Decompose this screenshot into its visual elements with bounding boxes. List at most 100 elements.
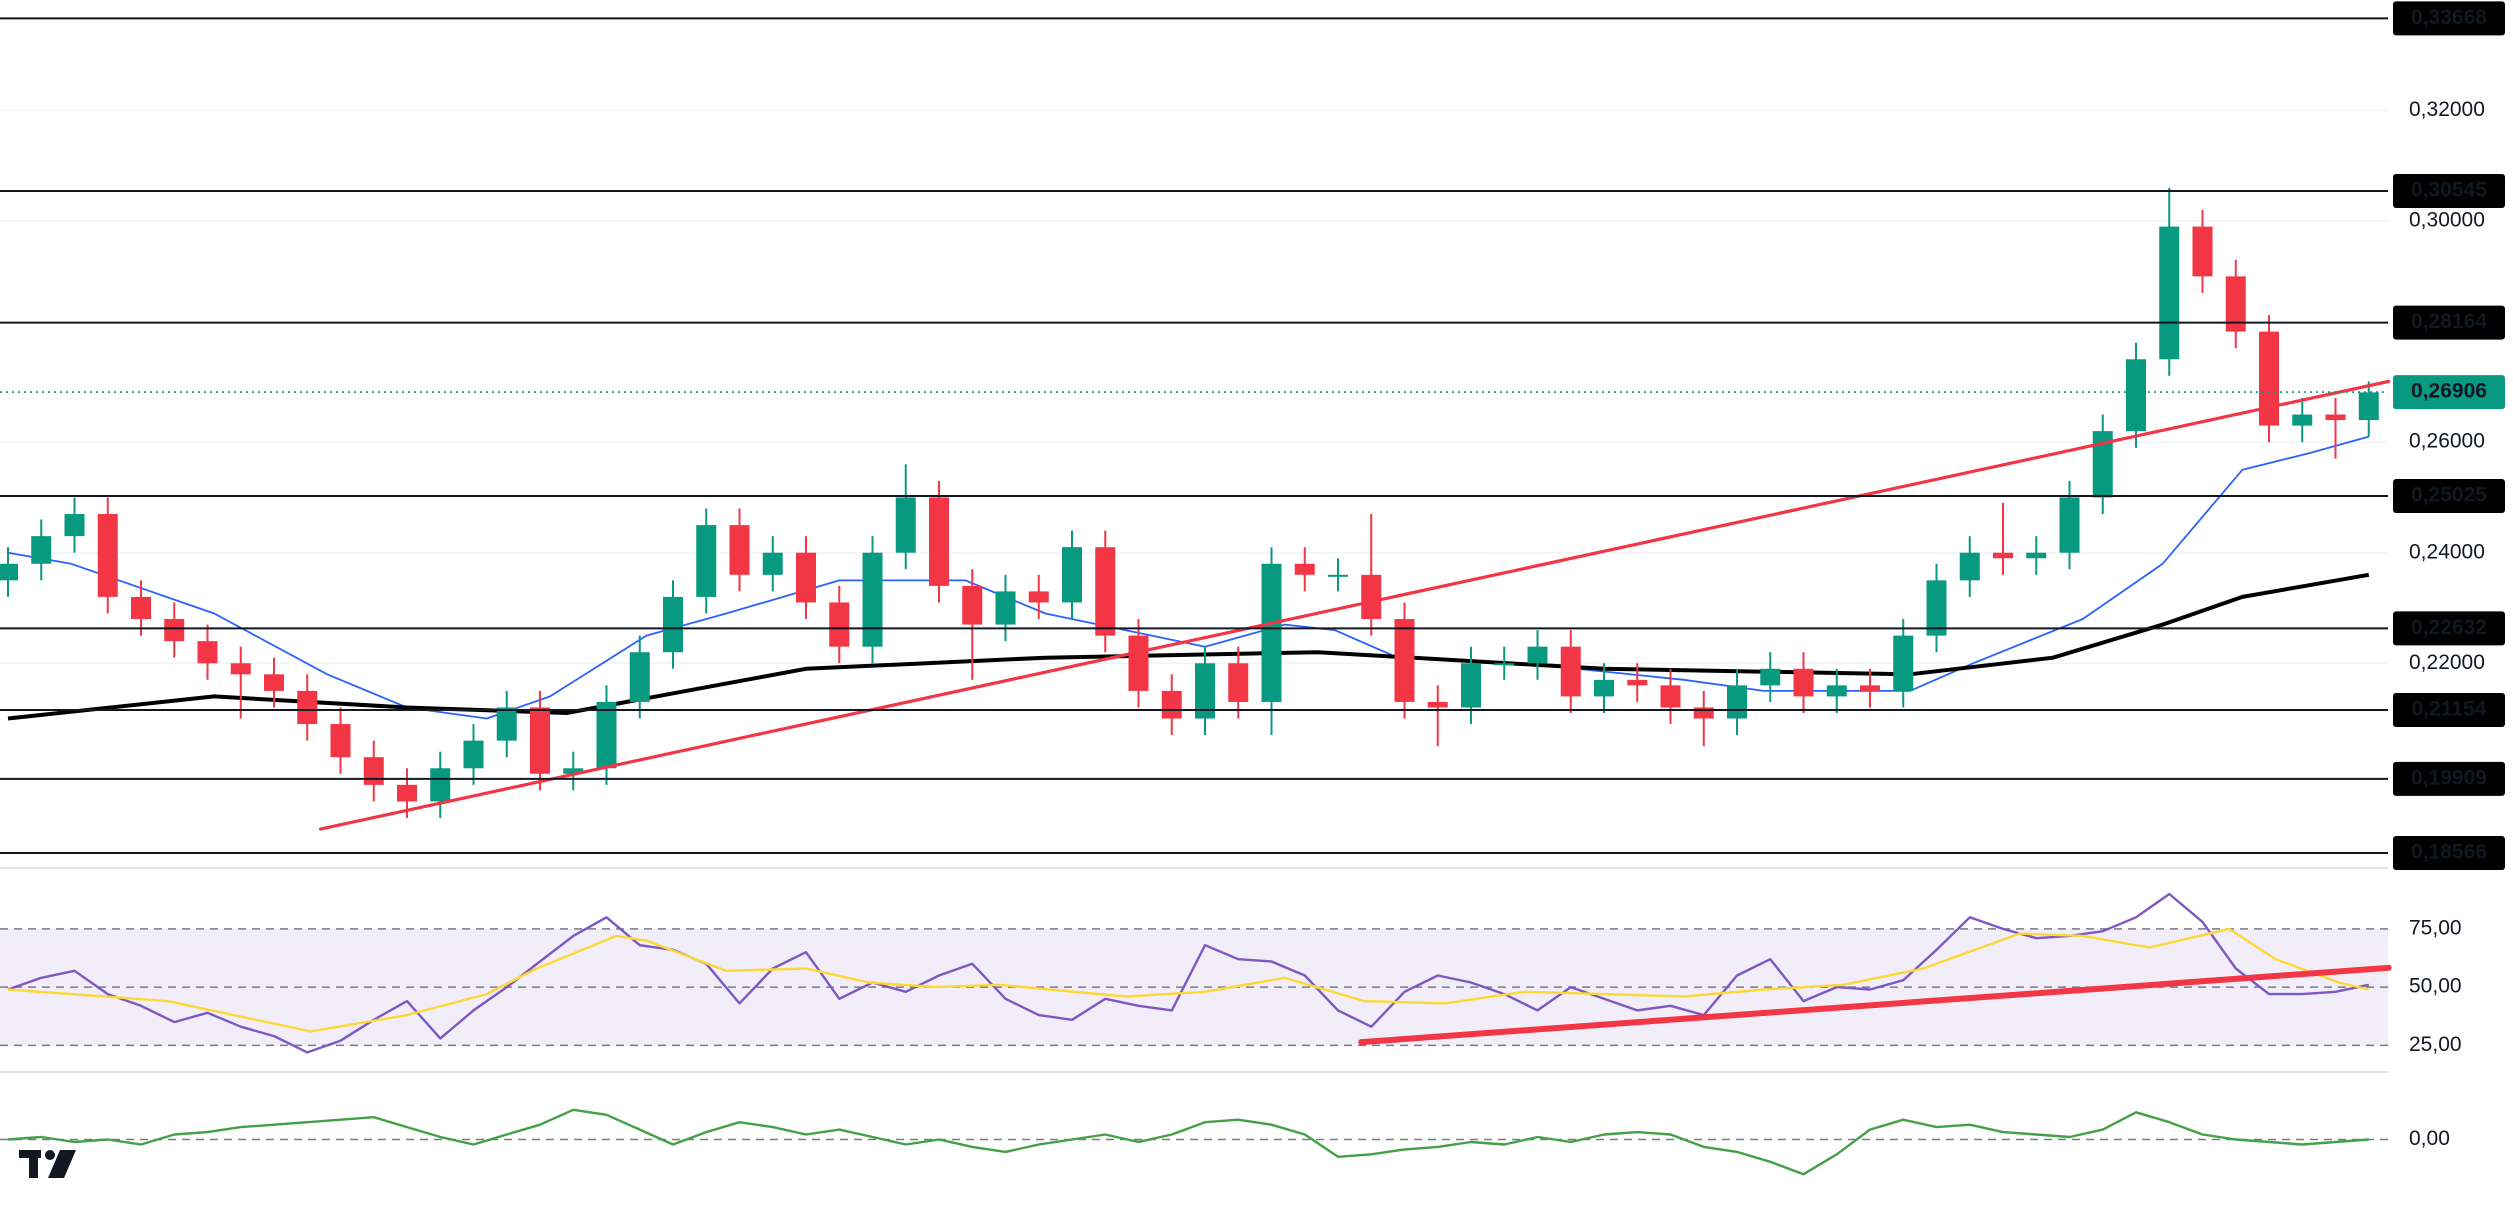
level-label-bg (2393, 693, 2505, 728)
candle-body (1893, 635, 1914, 691)
candle-body (0, 563, 18, 581)
candle-body (596, 701, 617, 769)
candle-body (1427, 701, 1448, 708)
candle-body (131, 596, 151, 620)
candle-body (1394, 619, 1415, 702)
candle-body (696, 525, 717, 597)
level-label-bg (2393, 836, 2505, 871)
y-tick-label: 0,22000 (2409, 651, 2485, 674)
level-label-bg (2393, 1, 2505, 36)
candle-body (330, 724, 351, 758)
level-label: 0,18566 (2411, 841, 2487, 864)
candle-body (1627, 679, 1648, 686)
candle-body (1128, 635, 1149, 691)
candle-body (2259, 331, 2279, 426)
trendline (1358, 964, 2392, 1046)
candle-body (2225, 276, 2246, 332)
logo-part (48, 1150, 76, 1178)
candle-body (895, 497, 916, 553)
logo[interactable] (19, 1150, 76, 1178)
level-label: 0,21154 (2412, 698, 2487, 721)
candle-body (1095, 547, 1116, 636)
candle-body (2325, 414, 2346, 421)
last-price-label: 0,26906 (2411, 380, 2487, 403)
candle-body (1228, 663, 1249, 702)
last-price-label-bg (2393, 375, 2505, 410)
candle-body (2059, 497, 2080, 553)
candle-body (2159, 226, 2180, 360)
candle-body (1693, 707, 1714, 719)
candle-body (1926, 580, 1947, 636)
level-label-bg (2393, 761, 2505, 796)
candle-body (2358, 392, 2379, 421)
candle-body (430, 768, 451, 802)
level-label-bg (2393, 479, 2505, 514)
candle-body (1793, 668, 1814, 697)
candle-body (862, 552, 883, 647)
logo-part (29, 1150, 38, 1178)
candle-body (1461, 663, 1481, 708)
candle-body (1294, 563, 1315, 575)
candle-body (995, 591, 1016, 625)
y-tick-label: 0,26000 (2409, 430, 2485, 453)
candle-body (663, 596, 683, 653)
candle-body (796, 552, 816, 603)
candle-body (1328, 574, 1348, 577)
candle-body (729, 525, 750, 575)
candle-body (1494, 663, 1515, 666)
candle-body (1062, 547, 1082, 603)
candle-body (2192, 226, 2213, 277)
candle-body (264, 674, 284, 691)
candle-body (463, 740, 484, 769)
line (7, 1108, 2369, 1176)
candle-body (1028, 591, 1049, 603)
candle-body (530, 707, 550, 774)
candle-body (64, 514, 85, 537)
y-tick-label: 50,00 (2409, 975, 2462, 998)
level-label: 0,33668 (2411, 6, 2487, 29)
candle-body (2292, 414, 2313, 426)
candle-body (1959, 552, 1980, 581)
candle-body (164, 619, 185, 642)
level-label-bg (2393, 305, 2505, 340)
y-tick-label: 75,00 (2409, 916, 2462, 939)
candle-body (197, 641, 218, 664)
line (7, 927, 2370, 1033)
candle-body (1826, 685, 1847, 697)
candle-body (929, 497, 949, 586)
line (7, 572, 2370, 721)
candle-body (762, 552, 783, 575)
candle-body (2126, 359, 2146, 432)
candle-body (31, 536, 52, 564)
candle-body (1760, 668, 1781, 686)
candle-body (1195, 663, 1215, 719)
candle-body (1727, 685, 1747, 719)
level-label-bg (2393, 173, 2505, 208)
candle-body (496, 707, 517, 741)
candle-body (1594, 679, 1614, 697)
candle-body (97, 514, 118, 597)
candle-body (1261, 563, 1282, 702)
candle-body (1660, 685, 1681, 708)
y-tick-label: 0,24000 (2409, 540, 2485, 563)
candle-body (1361, 574, 1382, 620)
level-label: 0,25025 (2411, 484, 2487, 507)
line (7, 892, 2370, 1054)
trendline (318, 379, 2391, 831)
candle-body (629, 652, 650, 702)
level-label: 0,19909 (2411, 766, 2487, 789)
candle-body (829, 602, 850, 647)
y-tick-label: 0,00 (2409, 1127, 2450, 1150)
candle-body (297, 690, 318, 725)
y-tick-label: 0,32000 (2409, 98, 2485, 121)
candle-body (1161, 690, 1182, 719)
candle-body (230, 663, 251, 675)
logo-part (45, 1150, 55, 1160)
candle-body (363, 757, 384, 785)
y-tick-label: 0,30000 (2409, 209, 2485, 232)
level-label: 0,22632 (2411, 616, 2487, 639)
candle-body (397, 784, 417, 802)
